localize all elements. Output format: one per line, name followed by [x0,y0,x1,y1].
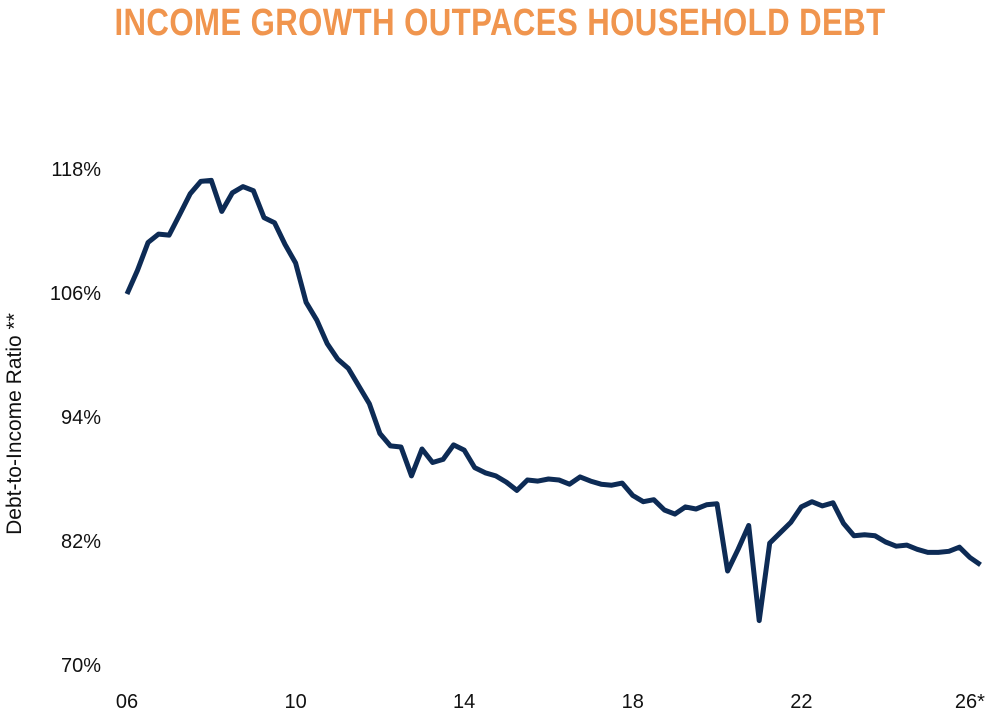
y-tick-label: 82% [61,531,101,553]
x-tick-label: 06 [116,691,138,713]
y-axis-title-group: Debt-to-Income Ratio ** [3,313,26,535]
x-axis-ticks: 06 10 14 18 22 26* [116,691,985,713]
y-tick-label: 70% [61,655,101,677]
x-tick-label: 26* [955,691,985,713]
y-tick-label: 106% [50,283,101,305]
y-axis-title: Debt-to-Income Ratio ** [3,313,26,535]
chart-title: INCOME GROWTH OUTPACES HOUSEHOLD DEBT [114,2,886,44]
y-tick-label: 94% [61,407,101,429]
x-tick-label: 18 [622,691,644,713]
x-tick-label: 14 [453,691,475,713]
x-tick-label: 22 [790,691,812,713]
series-line [124,177,982,624]
y-tick-label: 118% [51,159,101,181]
y-axis-ticks: 70% 82% 94% 106% 118% [50,159,101,677]
series-layer [124,177,982,624]
x-tick-label: 10 [284,691,306,713]
